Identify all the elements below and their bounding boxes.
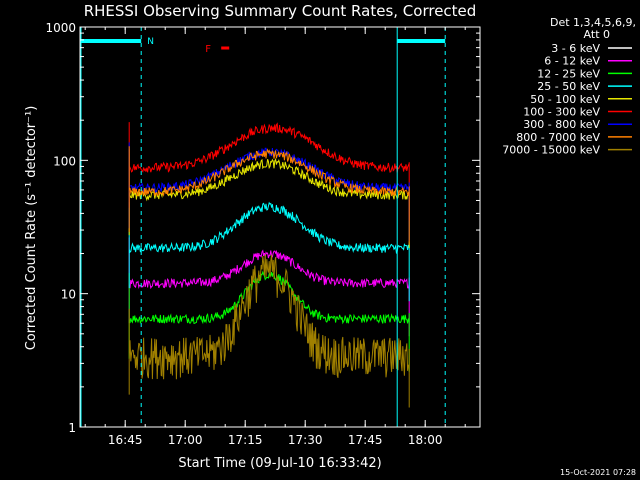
x-tick-label: 16:45 [108, 433, 143, 447]
y-tick-label: 100 [53, 154, 76, 168]
y-tick-label: 10 [61, 288, 76, 302]
saa-label: N [147, 37, 154, 47]
series-line-6 [129, 122, 409, 221]
flare-label: F [205, 44, 211, 55]
series-line-1 [129, 262, 409, 427]
chart-title: RHESSI Observing Summary Count Rates, Co… [84, 2, 477, 20]
y-tick-label: 1000 [45, 21, 76, 35]
legend-label: 6 - 12 keV [544, 55, 600, 68]
legend-label: 50 - 100 keV [530, 93, 600, 106]
legend-label: 25 - 50 keV [537, 80, 600, 93]
plot-frame [80, 27, 480, 427]
legend-subtitle: Att 0 [584, 28, 610, 41]
legend-label: 7000 - 15000 keV [502, 144, 600, 157]
x-tick-label: 17:30 [288, 433, 323, 447]
legend-label: 100 - 300 keV [523, 106, 600, 119]
x-axis-label: Start Time (09-Jul-10 16:33:42) [178, 456, 381, 471]
x-tick-label: 17:15 [228, 433, 263, 447]
y-axis-label: Corrected Count Rate (s⁻¹ detector⁻¹) [24, 106, 39, 351]
legend-label: 300 - 800 keV [523, 118, 600, 131]
x-tick-label: 18:00 [408, 433, 443, 447]
legend-label: 800 - 7000 keV [516, 131, 600, 144]
legend-label: 12 - 25 keV [537, 67, 600, 80]
y-tick-label: 1 [68, 421, 76, 435]
plot-area: N F 16:45 17:00 17:15 17:30 17:45 18:00 1 10 100 10… [45, 21, 480, 447]
legend-label: 3 - 6 keV [551, 42, 600, 55]
series-line-4 [129, 202, 409, 301]
x-tick-label: 17:00 [168, 433, 203, 447]
x-tick-label: 17:45 [348, 433, 383, 447]
generation-date: 15-Oct-2021 07:28 [560, 468, 636, 477]
